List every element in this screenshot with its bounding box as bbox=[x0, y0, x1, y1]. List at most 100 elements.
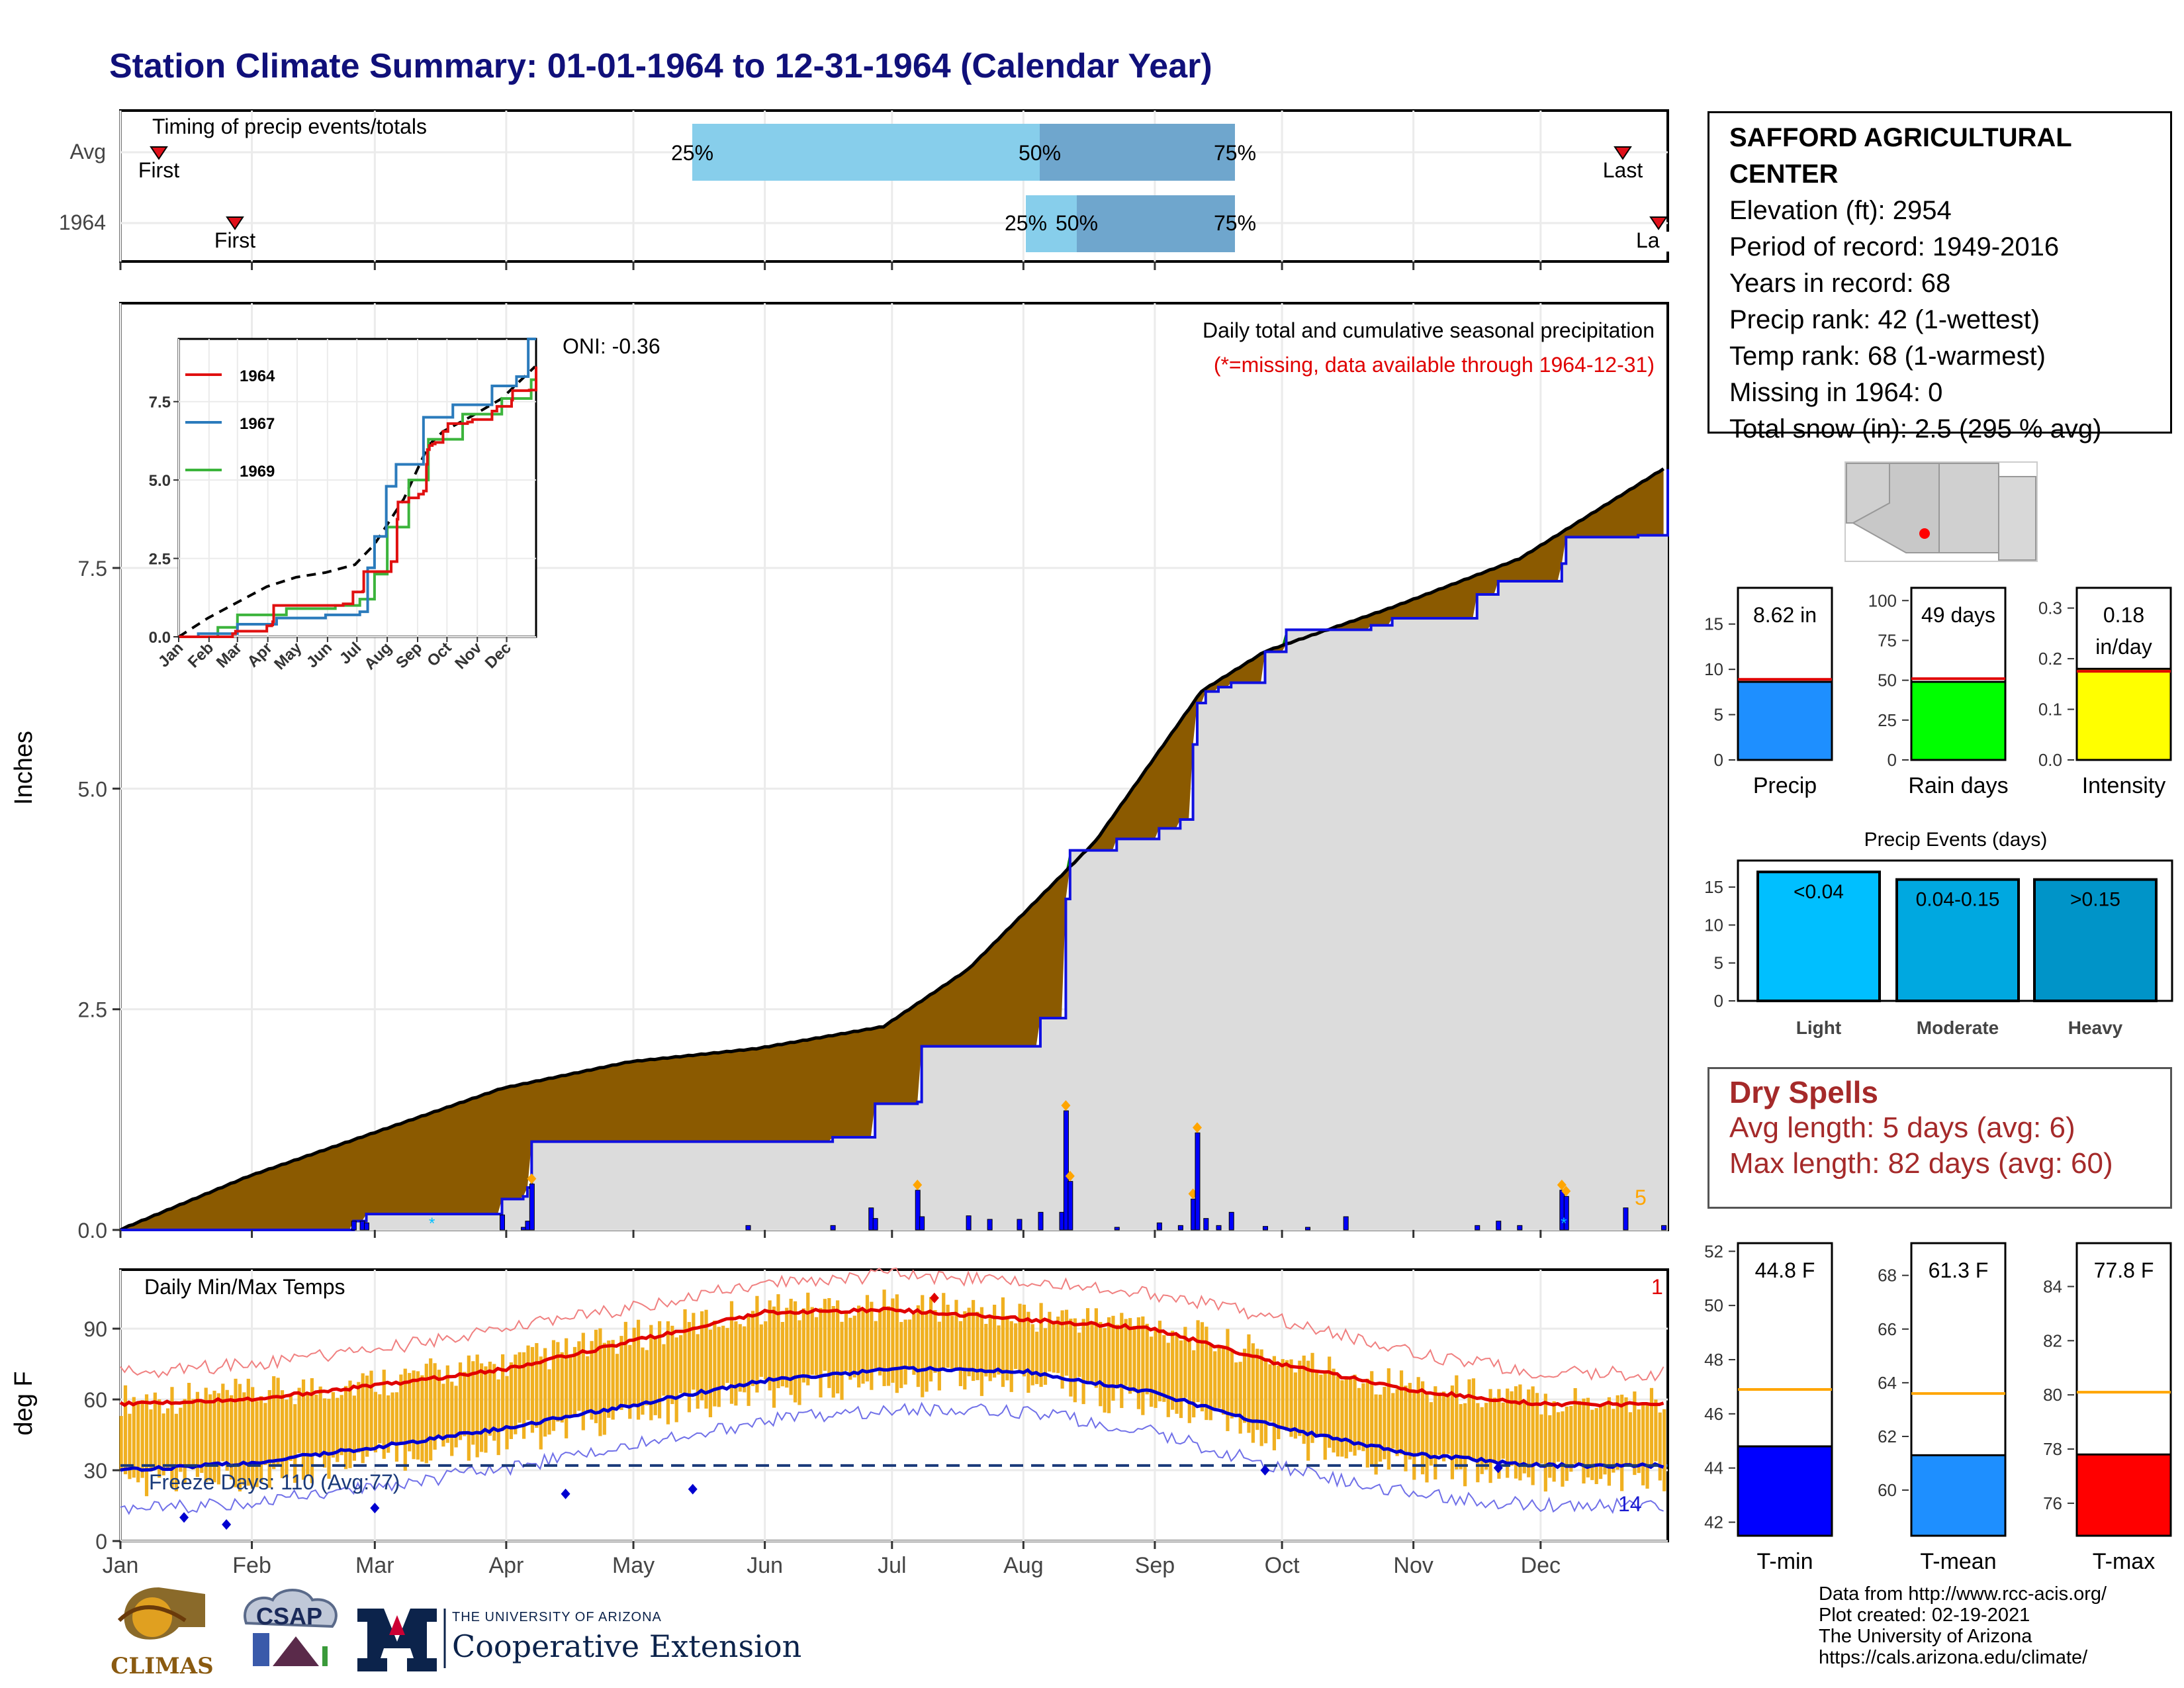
daily-temp-bar bbox=[343, 1385, 348, 1470]
daily-temp-bar bbox=[535, 1342, 539, 1428]
daily-temp-bar bbox=[764, 1321, 768, 1380]
daily-temp-bar bbox=[1081, 1319, 1085, 1405]
daily-temp-bar bbox=[267, 1389, 271, 1488]
daily-temp-bar bbox=[560, 1352, 564, 1423]
events-bar-label: Moderate bbox=[1917, 1017, 1999, 1038]
climas-logo-text: CLIMAS bbox=[111, 1653, 213, 1679]
daily-temp-bar bbox=[484, 1366, 488, 1453]
raindays-bar bbox=[1910, 680, 2007, 761]
daily-temp-bar bbox=[586, 1356, 590, 1411]
daily-temp-bar bbox=[479, 1363, 484, 1452]
daily-temp-bar bbox=[1298, 1360, 1302, 1436]
daily-temp-bar bbox=[963, 1311, 967, 1390]
daily-precip-bar bbox=[1228, 1211, 1234, 1231]
daily-temp-bar bbox=[717, 1327, 721, 1407]
daily-temp-bar bbox=[445, 1365, 449, 1443]
daily-temp-bar bbox=[743, 1326, 747, 1393]
daily-temp-bar bbox=[1052, 1321, 1056, 1373]
station-info-box: SAFFORD AGRICULTURAL CENTER Elevation (f… bbox=[1707, 111, 2172, 444]
daily-temp-bar bbox=[1115, 1325, 1119, 1389]
daily-precip-bar bbox=[1156, 1222, 1162, 1231]
events-ytick-label: 15 bbox=[1704, 877, 1723, 897]
daily-temp-bar bbox=[679, 1335, 683, 1393]
daily-temp-bar bbox=[1374, 1394, 1378, 1475]
daily-temp-bar bbox=[1289, 1359, 1293, 1437]
daily-temp-bar bbox=[874, 1321, 878, 1370]
daily-precip-bar bbox=[966, 1215, 972, 1231]
tmean-ytick-label: 62 bbox=[1878, 1427, 1897, 1446]
daily-temp-bar bbox=[1272, 1356, 1276, 1450]
daily-temp-bar bbox=[1420, 1381, 1425, 1475]
daily-temp-bar bbox=[153, 1392, 157, 1468]
daily-temp-bar bbox=[378, 1394, 382, 1444]
year-last-label: La bbox=[1636, 228, 1660, 252]
tmin-ytick-label: 48 bbox=[1704, 1350, 1723, 1370]
precip-ytick-label: 0 bbox=[1714, 750, 1723, 770]
tmin-ytick-label: 52 bbox=[1704, 1241, 1723, 1261]
daily-temp-bar bbox=[1353, 1374, 1357, 1456]
inset-ytick-label: 0.0 bbox=[149, 629, 171, 647]
daily-temp-bar bbox=[1624, 1397, 1628, 1465]
daily-temp-bar bbox=[657, 1321, 662, 1419]
daily-temp-bar bbox=[988, 1316, 992, 1382]
daily-temp-bar bbox=[1158, 1321, 1162, 1401]
daily-precip-bar bbox=[915, 1190, 921, 1231]
daily-temp-bar bbox=[683, 1309, 687, 1393]
daily-temp-bar bbox=[878, 1310, 882, 1376]
cold-record-marker bbox=[222, 1519, 232, 1530]
timing-ticks bbox=[119, 261, 1542, 270]
daily-temp-bar bbox=[1145, 1323, 1149, 1395]
daily-temp-bar bbox=[1637, 1409, 1641, 1474]
daily-temp-bar bbox=[403, 1368, 407, 1471]
daily-temp-bar bbox=[823, 1299, 827, 1371]
record-low-line bbox=[120, 1401, 1664, 1515]
daily-temp-bar bbox=[836, 1300, 840, 1394]
daily-temp-bar bbox=[165, 1408, 170, 1470]
daily-temp-bar bbox=[810, 1307, 814, 1375]
daily-temp-bar bbox=[687, 1322, 692, 1413]
daily-temp-bar bbox=[903, 1319, 907, 1385]
credit-source: Data from http://www.rcc-acis.org/ bbox=[1819, 1583, 2107, 1605]
daily-temp-bar bbox=[1357, 1387, 1361, 1450]
daily-precip-bar bbox=[1343, 1216, 1349, 1231]
daily-temp-bar bbox=[1328, 1356, 1332, 1448]
raindays-ytick-label: 0 bbox=[1888, 750, 1897, 770]
daily-temp-bar bbox=[1527, 1389, 1531, 1477]
daily-temp-bar bbox=[946, 1304, 950, 1368]
snow-marker: * bbox=[429, 1215, 435, 1233]
daily-temp-bar bbox=[412, 1370, 416, 1460]
daily-temp-bar bbox=[1221, 1346, 1226, 1415]
daily-temp-bar bbox=[1094, 1308, 1098, 1388]
daily-temp-bar bbox=[1014, 1323, 1018, 1370]
temp-panel: 0 30 60 90 Jan Feb Mar Apr May Jun Jul Aug Sep Oct Nov… bbox=[10, 1267, 1669, 1578]
daily-temp-bar bbox=[518, 1352, 522, 1423]
avg-last-marker bbox=[1614, 146, 1632, 160]
daily-temp-bar bbox=[272, 1376, 276, 1470]
oni-label: ONI: -0.36 bbox=[563, 334, 660, 358]
daily-temp-bar bbox=[301, 1379, 306, 1480]
record-high-line bbox=[120, 1267, 1664, 1382]
temp-xtick-label: Apr bbox=[488, 1553, 523, 1578]
daily-temp-bar bbox=[1073, 1318, 1077, 1403]
daily-temp-bar bbox=[1603, 1405, 1607, 1475]
daily-temp-bar bbox=[1336, 1376, 1340, 1457]
daily-precip-bar bbox=[1623, 1207, 1629, 1231]
daily-temp-bar bbox=[1179, 1340, 1183, 1419]
daily-temp-bar bbox=[993, 1304, 997, 1378]
year-q2-bar bbox=[1077, 195, 1235, 252]
daily-temp-bar bbox=[255, 1401, 259, 1487]
daily-temp-bar bbox=[1514, 1386, 1518, 1479]
daily-precip-bar bbox=[1517, 1225, 1523, 1231]
heavy-event-marker bbox=[1557, 1180, 1567, 1190]
daily-temp-bar bbox=[496, 1379, 500, 1456]
precip-y-axis: 0.0 2.5 5.0 7.5 bbox=[78, 557, 1542, 1243]
daily-temp-bar bbox=[666, 1321, 670, 1425]
daily-temp-bar bbox=[1022, 1304, 1026, 1377]
precip-ytick-label: 7.5 bbox=[78, 557, 107, 581]
daily-temp-bar bbox=[136, 1403, 140, 1483]
legend-1967-label: 1967 bbox=[240, 415, 275, 433]
heavy-event-marker bbox=[527, 1173, 537, 1184]
daily-temp-bar bbox=[1064, 1309, 1069, 1376]
daily-temp-bar bbox=[759, 1324, 763, 1377]
daily-temp-bar bbox=[1484, 1403, 1488, 1470]
